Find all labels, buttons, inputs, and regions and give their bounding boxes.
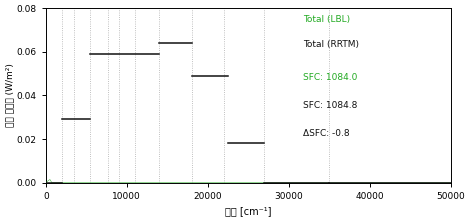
Text: SFC: 1084.0: SFC: 1084.0 bbox=[303, 73, 357, 82]
Text: Total (LBL): Total (LBL) bbox=[303, 15, 350, 24]
Text: ΔSFC: -0.8: ΔSFC: -0.8 bbox=[303, 129, 350, 137]
Text: SFC: 1084.8: SFC: 1084.8 bbox=[303, 101, 357, 110]
Y-axis label: 복사 에너지 (W/m²): 복사 에너지 (W/m²) bbox=[5, 63, 14, 127]
Text: Total (RRTM): Total (RRTM) bbox=[303, 40, 359, 49]
X-axis label: 파수 [cm⁻¹]: 파수 [cm⁻¹] bbox=[225, 206, 272, 216]
